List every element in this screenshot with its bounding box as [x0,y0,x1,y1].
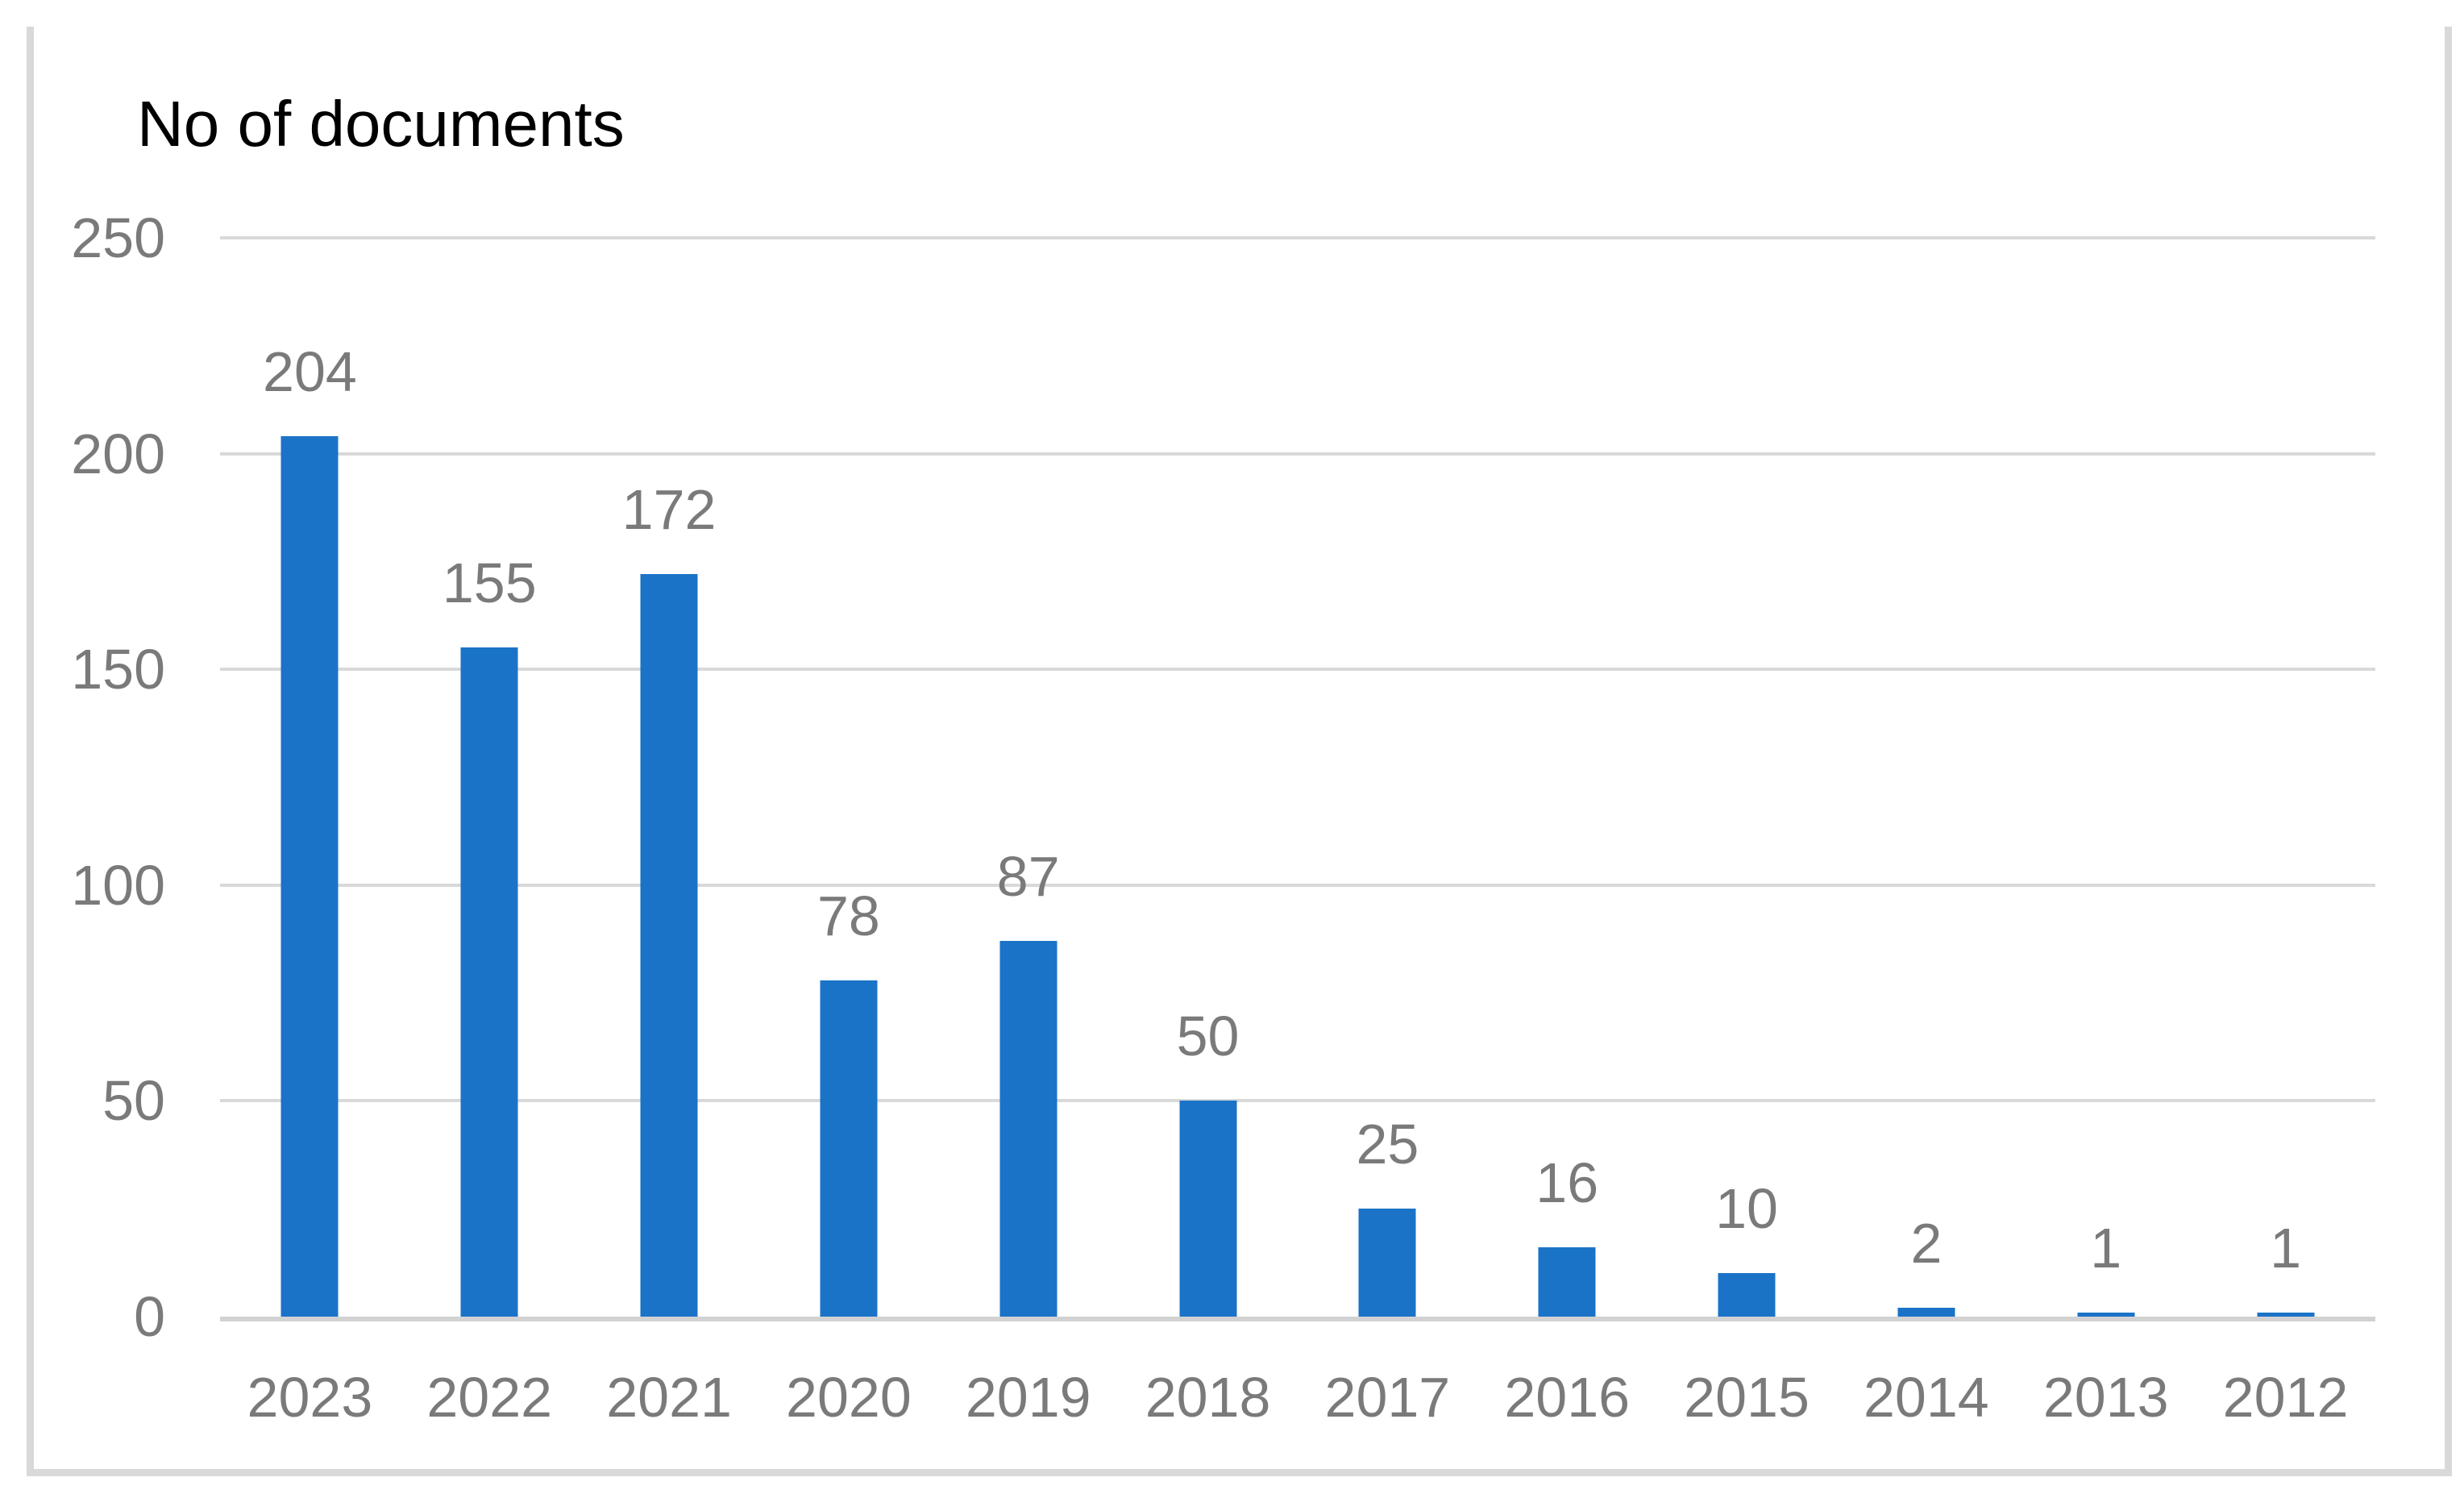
x-tick-label-2013: 2013 [2042,1366,2169,1429]
bar-column-2022: 155 [400,238,580,1317]
x-tick-label-2020: 2020 [786,1366,912,1429]
gridline-150 [220,668,2375,672]
bar-2016 [1538,1247,1596,1317]
data-label-2023: 204 [263,340,357,404]
x-tick-label-2012: 2012 [2222,1366,2349,1429]
bar-2021 [640,574,698,1317]
bar-2013 [2077,1312,2135,1317]
y-tick-label-150: 150 [71,638,165,701]
gridline-100 [220,883,2375,887]
bar-2020 [820,980,878,1317]
bar-column-2017: 25 [1298,238,1477,1317]
data-label-2022: 155 [442,551,537,615]
data-label-2012: 1 [2270,1216,2302,1280]
figure-frame [27,27,2452,1476]
y-tick-label-250: 250 [71,206,165,269]
x-tick-label-2019: 2019 [965,1366,1091,1429]
bar-column-2018: 50 [1118,238,1298,1317]
bar-2022 [460,647,518,1317]
y-tick-label-100: 100 [71,853,165,917]
bar-2015 [1718,1273,1776,1317]
x-tick-label-2021: 2021 [606,1366,732,1429]
bar-2019 [999,941,1057,1317]
axis-baseline [220,1317,2375,1321]
x-tick-label-2023: 2023 [247,1366,373,1429]
x-tick-label-2015: 2015 [1684,1366,1810,1429]
data-label-2013: 1 [2090,1216,2122,1280]
bar-column-2016: 16 [1477,238,1657,1317]
bar-column-2014: 2 [1837,238,2017,1317]
bar-column-2013: 1 [2016,238,2196,1317]
gridline-250 [220,236,2375,239]
bar-2014 [1897,1308,1955,1317]
x-tick-label-2017: 2017 [1324,1366,1451,1429]
data-label-2020: 78 [816,884,880,947]
gridline-50 [220,1099,2375,1103]
data-label-2017: 25 [1356,1113,1419,1176]
bar-column-2020: 78 [759,238,939,1317]
data-label-2018: 50 [1176,1005,1240,1068]
x-tick-label-2018: 2018 [1145,1366,1271,1429]
data-label-2014: 2 [1910,1212,1943,1276]
gridline-200 [220,452,2375,456]
bar-2023 [280,436,339,1317]
chart-title: No of documents [137,88,625,160]
x-tick-label-2014: 2014 [1864,1366,1989,1429]
x-tick-label-2022: 2022 [426,1366,553,1429]
y-tick-label-200: 200 [71,422,165,485]
bar-2012 [2257,1312,2315,1317]
bar-column-2023: 204 [220,238,400,1317]
bar-2017 [1358,1209,1416,1317]
bar-column-2012: 1 [2196,238,2375,1317]
x-axis: 2023 2022 2021 2020 2019 2018 2017 2016 2015 2014… [220,1365,2375,1430]
data-label-2015: 10 [1715,1177,1778,1241]
y-tick-label-50: 50 [102,1069,165,1133]
data-label-2021: 172 [621,478,717,542]
y-tick-label-0: 0 [134,1285,165,1348]
data-label-2016: 16 [1535,1151,1599,1215]
bar-column-2019: 87 [938,238,1118,1317]
data-label-2019: 87 [996,845,1060,909]
bar-2018 [1179,1101,1237,1317]
x-tick-label-2016: 2016 [1504,1366,1631,1429]
y-axis: 0 50 100 150 200 250 [0,206,165,1348]
plot-area: 204 155 172 78 87 50 25 16 10 2 1 1 [220,236,2375,1321]
bar-column-2015: 10 [1657,238,1837,1317]
bar-column-2021: 172 [580,238,759,1317]
